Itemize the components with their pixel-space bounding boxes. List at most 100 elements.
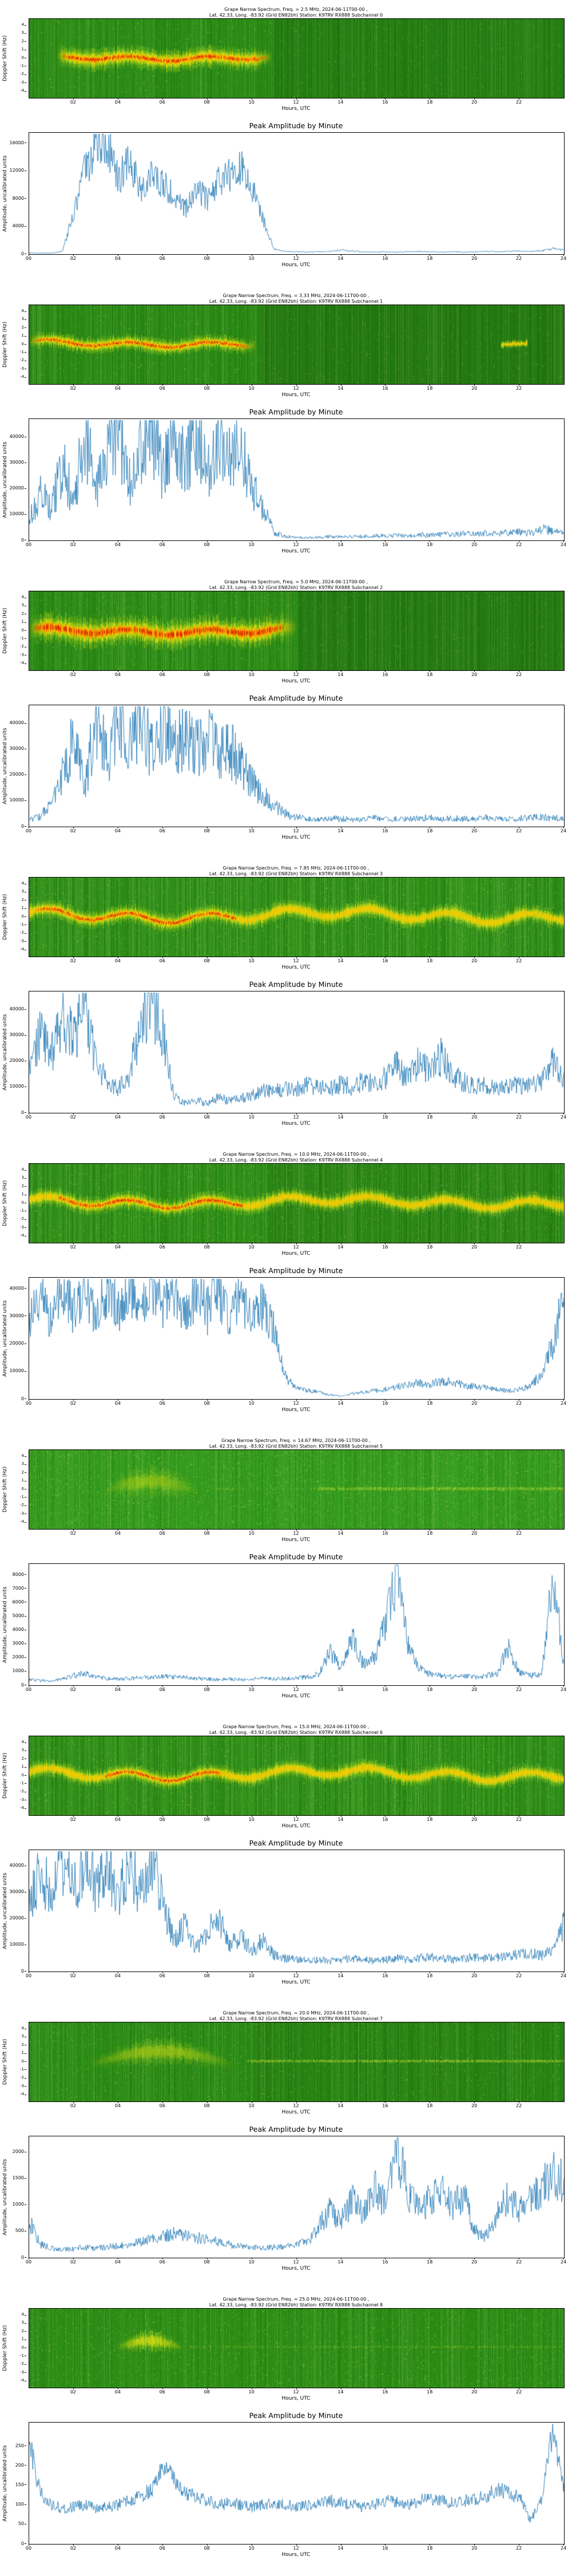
spectrogram-canvas [29, 878, 564, 957]
x-tick-label: 12 [293, 2258, 299, 2265]
amplitude-panel: Peak Amplitude by Minute Amplitude, unca… [0, 408, 572, 556]
y-tick-label: -2 [20, 1789, 26, 1794]
amplitude-line-canvas [29, 991, 564, 1113]
x-tick-label: 00 [25, 2544, 32, 2551]
x-tick-label: 12 [293, 1399, 299, 1406]
spectrogram-frame [29, 2022, 565, 2102]
amplitude-xticks: 00 02 04 06 08 10 12 14 16 18 20 22 24 [25, 2544, 566, 2552]
spectrogram-frame-wrap: Doppler Shift (Hz) 4 3 2 1 0 -1 -2 -3 -4 [2, 591, 565, 671]
x-tick-label: 18 [427, 98, 433, 105]
x-tick-label: 18 [427, 827, 433, 833]
spectrogram-xticks: 02 04 06 08 10 12 14 16 18 20 22 [29, 384, 563, 392]
spectrogram-title-line2: Lat. 42.33, Long. -83.92 (Grid EN82bh) S… [209, 1157, 383, 1163]
y-tick-label: 3 [21, 603, 27, 608]
y-tick-label: 40000 [9, 1285, 27, 1291]
x-tick-label: 10 [248, 254, 255, 261]
x-tick-label: 04 [114, 2388, 121, 2395]
x-tick-label: 08 [204, 1685, 210, 1692]
amplitude-xticks: 00 02 04 06 08 10 12 14 16 18 20 22 24 [26, 540, 566, 548]
amplitude-frame-wrap: Amplitude, uncalibrated units 0 10000 2000… [2, 1277, 565, 1401]
amplitude-title: Peak Amplitude by Minute [249, 2411, 343, 2420]
x-tick-label: 06 [159, 1399, 165, 1406]
y-tick-label: 4 [21, 1453, 27, 1458]
x-tick-label: 04 [114, 1529, 121, 1536]
x-tick-label: 16 [382, 1685, 388, 1692]
x-tick-label: 04 [114, 2544, 121, 2551]
x-tick-label: 14 [337, 1815, 344, 1822]
x-tick-label: 04 [114, 957, 121, 963]
x-tick-label: 20 [471, 2544, 478, 2551]
chart-pair: Grape Narrow Spectrum, Freq. = 5.0 MHz, … [0, 572, 572, 859]
y-tick-label: 2 [21, 325, 27, 330]
x-tick-label: 20 [471, 1113, 478, 1120]
y-tick-label: 40000 [9, 720, 27, 726]
x-tick-label: 20 [471, 1685, 478, 1692]
x-tick-label: 22 [515, 2101, 522, 2108]
y-tick-label: 30000 [9, 1032, 27, 1038]
y-tick-label: -3 [20, 80, 26, 85]
y-tick-label: 2 [21, 1183, 27, 1188]
amplitude-frame [29, 2136, 565, 2258]
y-tick-label: 3 [21, 317, 27, 322]
spectrogram-plot-area: Doppler Shift (Hz) 4 3 2 1 0 -1 -2 -3 -4 02 04 06 0… [2, 1449, 565, 1544]
y-tick-label: -2 [20, 644, 26, 649]
y-tick-label: 1500 [12, 2175, 27, 2181]
x-tick-label: 18 [427, 1243, 433, 1250]
x-tick-label: 02 [70, 957, 76, 963]
spectrogram-title-line2: Lat. 42.33, Long. -83.92 (Grid EN82bh) S… [209, 585, 383, 590]
y-tick-label: 2 [21, 2328, 27, 2333]
y-tick-label: 1000 [12, 1668, 27, 1674]
x-tick-label: 16 [382, 254, 388, 261]
x-tick-label: 18 [427, 1971, 433, 1978]
x-tick-label: 04 [114, 98, 121, 105]
x-tick-label: 14 [337, 2388, 344, 2395]
amplitude-plot-area: Amplitude, uncalibrated units 0 10000 2000… [2, 705, 566, 842]
amplitude-xticks: 00 02 04 06 08 10 12 14 16 18 20 22 24 [26, 827, 566, 835]
y-tick-label: 30000 [9, 460, 27, 465]
x-tick-label: 04 [114, 1971, 121, 1978]
y-tick-label: -3 [20, 2369, 26, 2374]
amplitude-panel: Peak Amplitude by Minute Amplitude, unca… [0, 2411, 572, 2559]
y-tick-label: 40000 [9, 1006, 27, 1012]
x-tick-label: 18 [427, 384, 433, 391]
amplitude-frame-wrap: Amplitude, uncalibrated units 0 10000 2000… [2, 705, 565, 829]
y-tick-label: 150 [15, 2482, 27, 2487]
y-tick-label: 3000 [12, 1641, 27, 1646]
amplitude-yticks: 0 500 1000 1500 2000 [5, 2136, 27, 2260]
x-tick-label: 08 [204, 98, 210, 105]
amplitude-frame-wrap: Amplitude, uncalibrated units 0 10000 2000… [2, 1850, 565, 1974]
y-tick-label: 30000 [9, 1889, 27, 1895]
x-tick-label: 02 [70, 1529, 76, 1536]
amplitude-plot-area: Amplitude, uncalibrated units 0 4000 8000 1… [2, 132, 566, 270]
x-tick-label: 16 [382, 1971, 388, 1978]
y-tick-label: -2 [20, 72, 26, 77]
x-tick-label: 08 [204, 2258, 210, 2265]
x-tick-label: 12 [293, 2388, 299, 2395]
spectrogram-frame [29, 591, 565, 671]
x-tick-label: 18 [427, 540, 433, 547]
spectrogram-title-line2: Lat. 42.33, Long. -83.92 (Grid EN82bh) S… [209, 1730, 383, 1735]
x-tick-label: 10 [248, 2258, 255, 2265]
y-tick-label: 10000 [9, 1942, 27, 1947]
y-tick-label: 20000 [9, 1915, 27, 1921]
amplitude-line-canvas [29, 133, 564, 254]
spectrogram-plot-area: Doppler Shift (Hz) 4 3 2 1 0 -1 -2 -3 -4 02 04 06 0… [2, 2022, 565, 2117]
y-tick-label: 3 [21, 1175, 27, 1180]
x-tick-label: 16 [382, 1243, 388, 1250]
y-tick-label: -1 [20, 635, 26, 641]
y-tick-label: 0 [21, 1682, 27, 1688]
x-tick-label: 14 [337, 1971, 344, 1978]
x-tick-label: 08 [204, 1399, 210, 1406]
x-tick-label: 06 [159, 1113, 165, 1120]
x-tick-label: 02 [70, 1243, 76, 1250]
y-tick-label: 2000 [12, 2149, 27, 2155]
spectrogram-plot-area: Doppler Shift (Hz) 4 3 2 1 0 -1 -2 -3 -4 02 04 06 0… [2, 877, 565, 972]
y-tick-label: 3 [21, 2034, 27, 2039]
x-tick-label: 16 [382, 957, 388, 963]
x-tick-label: 10 [248, 2544, 255, 2551]
y-tick-label: 8000 [12, 195, 27, 201]
x-tick-label: 06 [159, 1971, 165, 1978]
x-tick-label: 08 [204, 2544, 210, 2551]
x-tick-label: 08 [204, 2388, 210, 2395]
x-tick-label: 08 [204, 1971, 210, 1978]
